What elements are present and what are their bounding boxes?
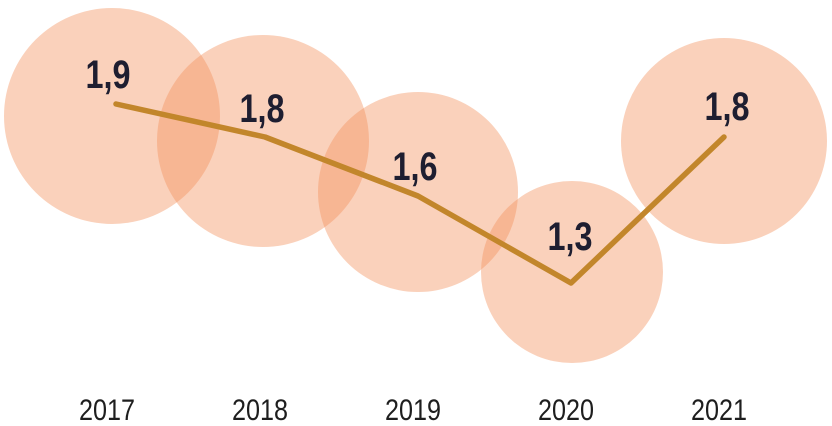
value-label-2020: 1,3 [548,215,593,259]
year-bubble-2021 [621,38,827,244]
x-axis-label-2020: 2020 [538,394,594,426]
value-label-2017: 1,9 [86,53,131,97]
year-bubble-2019 [318,92,518,292]
trend-line [113,101,727,286]
value-label-2021: 1,8 [705,85,750,129]
x-axis-label-2018: 2018 [232,394,288,426]
year-bubble-2017 [4,8,220,224]
x-axis-label-2019: 2019 [385,394,441,426]
value-label-2018: 1,8 [240,87,285,131]
x-axis-label-2021: 2021 [691,394,747,426]
year-bubble-2020 [481,181,663,363]
value-label-2019: 1,6 [393,145,438,189]
x-axis-label-2017: 2017 [79,394,135,426]
year-bubble-2018 [157,35,369,247]
